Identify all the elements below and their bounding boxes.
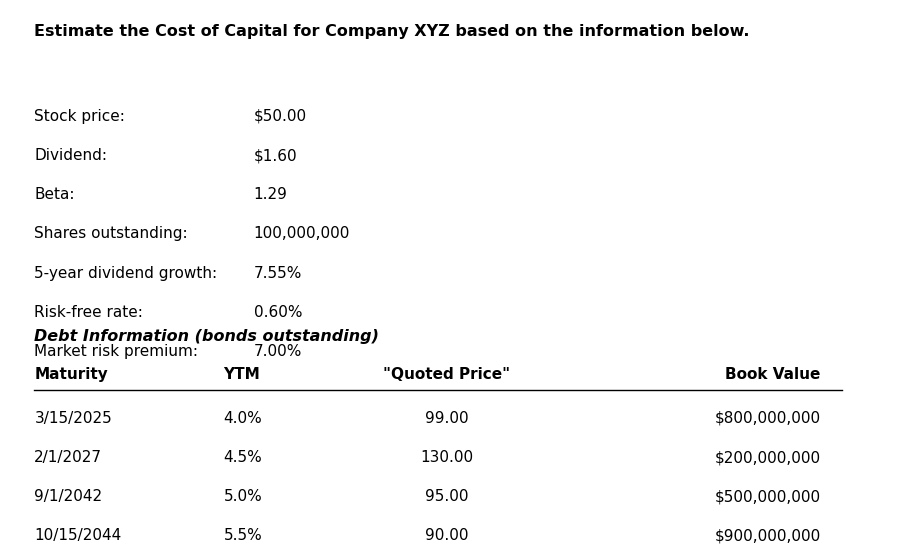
Text: 1.29: 1.29	[253, 187, 287, 202]
Text: $50.00: $50.00	[253, 109, 307, 124]
Text: 7.00%: 7.00%	[253, 344, 301, 359]
Text: $900,000,000: $900,000,000	[713, 528, 820, 543]
Text: Market risk premium:: Market risk premium:	[34, 344, 198, 359]
Text: 2/1/2027: 2/1/2027	[34, 450, 102, 465]
Text: Debt Information (bonds outstanding): Debt Information (bonds outstanding)	[34, 329, 379, 344]
Text: 130.00: 130.00	[419, 450, 473, 465]
Text: 9/1/2042: 9/1/2042	[34, 489, 103, 504]
Text: 3/15/2025: 3/15/2025	[34, 411, 112, 426]
Text: 5.5%: 5.5%	[223, 528, 262, 543]
Text: $1.60: $1.60	[253, 148, 297, 163]
Text: $500,000,000: $500,000,000	[713, 489, 820, 504]
Text: 90.00: 90.00	[425, 528, 468, 543]
Text: 4.5%: 4.5%	[223, 450, 262, 465]
Text: Risk-free rate:: Risk-free rate:	[34, 305, 143, 320]
Text: Shares outstanding:: Shares outstanding:	[34, 226, 188, 241]
Text: 10/15/2044: 10/15/2044	[34, 528, 122, 543]
Text: 95.00: 95.00	[425, 489, 468, 504]
Text: 4.0%: 4.0%	[223, 411, 262, 426]
Text: Stock price:: Stock price:	[34, 109, 125, 124]
Text: YTM: YTM	[223, 368, 260, 382]
Text: 0.60%: 0.60%	[253, 305, 301, 320]
Text: Maturity: Maturity	[34, 368, 108, 382]
Text: 100,000,000: 100,000,000	[253, 226, 349, 241]
Text: 7.55%: 7.55%	[253, 266, 301, 281]
Text: $200,000,000: $200,000,000	[713, 450, 820, 465]
Text: 99.00: 99.00	[425, 411, 468, 426]
Text: "Quoted Price": "Quoted Price"	[382, 368, 510, 382]
Text: 5.0%: 5.0%	[223, 489, 262, 504]
Text: Dividend:: Dividend:	[34, 148, 107, 163]
Text: Book Value: Book Value	[724, 368, 820, 382]
Text: Estimate the Cost of Capital for Company XYZ based on the information below.: Estimate the Cost of Capital for Company…	[34, 25, 749, 39]
Text: $800,000,000: $800,000,000	[713, 411, 820, 426]
Text: Beta:: Beta:	[34, 187, 75, 202]
Text: 5-year dividend growth:: 5-year dividend growth:	[34, 266, 217, 281]
